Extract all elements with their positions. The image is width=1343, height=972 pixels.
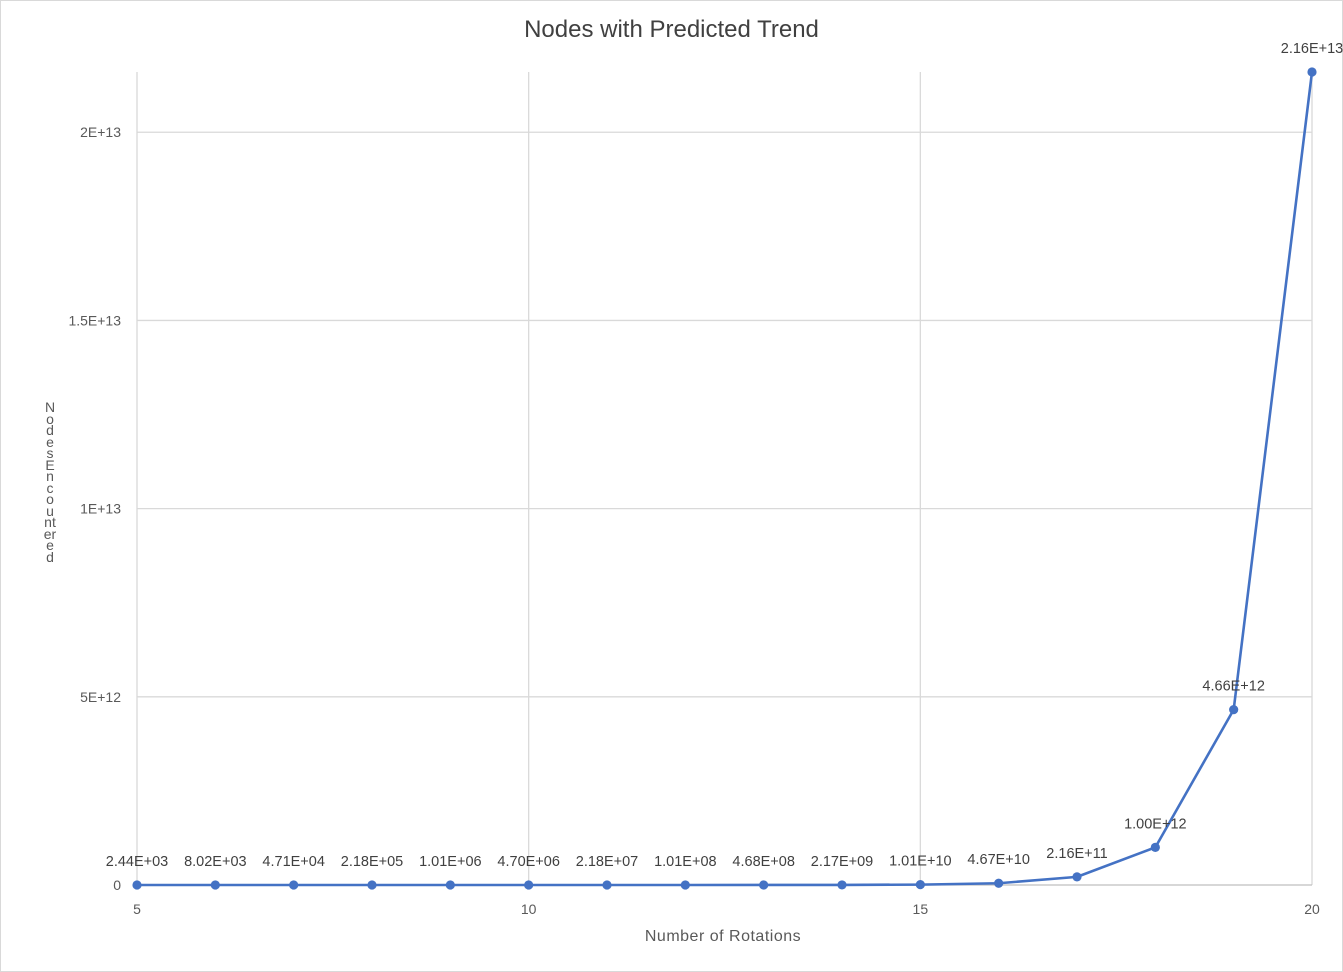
data-point [445, 880, 455, 890]
y-tick-label: 2E+13 [80, 124, 121, 140]
data-labels: 2.44E+03 8.02E+03 4.71E+04 2.18E+05 1.01E+06… [106, 41, 1343, 870]
data-label: 2.16E+11 [1046, 846, 1107, 862]
data-label: 4.67E+10 [967, 852, 1030, 868]
data-point [1229, 705, 1239, 715]
data-point [759, 880, 769, 890]
data-point [837, 880, 847, 890]
data-point [1307, 67, 1317, 77]
data-point [915, 880, 925, 890]
x-tick-label: 20 [1304, 901, 1320, 917]
y-tick-label: 5E+12 [80, 689, 121, 705]
y-tick-label: 1.5E+13 [68, 312, 121, 328]
data-label: 4.70E+06 [497, 854, 560, 870]
data-point [680, 880, 690, 890]
axes: 5 10 15 20 0 5E+12 1E+13 1.5E+13 2E+13 [68, 124, 1320, 917]
data-series [132, 67, 1317, 890]
data-label: 8.02E+03 [184, 854, 247, 870]
data-label: 2.16E+13 [1281, 41, 1343, 57]
chart-title: Nodes with Predicted Trend [524, 16, 819, 43]
y-tick-label: 1E+13 [80, 501, 121, 517]
data-point [602, 880, 612, 890]
y-tick-label: 0 [113, 877, 121, 893]
data-point [367, 880, 377, 890]
y-axis-title: Nodes Encountered [43, 399, 57, 565]
x-tick-label: 10 [521, 901, 537, 917]
data-point [1072, 872, 1082, 882]
data-point [132, 880, 142, 890]
data-label: 4.68E+08 [732, 854, 795, 870]
series-line [137, 71, 1314, 887]
data-point [1150, 842, 1160, 852]
data-point [524, 880, 534, 890]
x-axis-title: Number of Rotations [644, 928, 802, 945]
data-label: 1.01E+10 [889, 854, 952, 870]
data-label: 2.44E+03 [106, 854, 169, 870]
data-label: 2.18E+05 [341, 854, 404, 870]
data-label: 1.00E+12 [1124, 816, 1187, 832]
data-label: 4.71E+04 [262, 854, 325, 870]
data-label: 1.01E+06 [419, 854, 482, 870]
data-label: 2.18E+07 [576, 854, 639, 870]
data-label: 2.17E+09 [811, 854, 874, 870]
data-label: 4.66E+12 [1202, 679, 1265, 695]
data-point [289, 880, 299, 890]
x-tick-label: 5 [133, 901, 141, 917]
x-tick-label: 15 [913, 901, 929, 917]
data-point [994, 878, 1004, 888]
data-label: 1.01E+08 [654, 854, 717, 870]
grid-lines [136, 72, 1313, 885]
data-point [210, 880, 220, 890]
